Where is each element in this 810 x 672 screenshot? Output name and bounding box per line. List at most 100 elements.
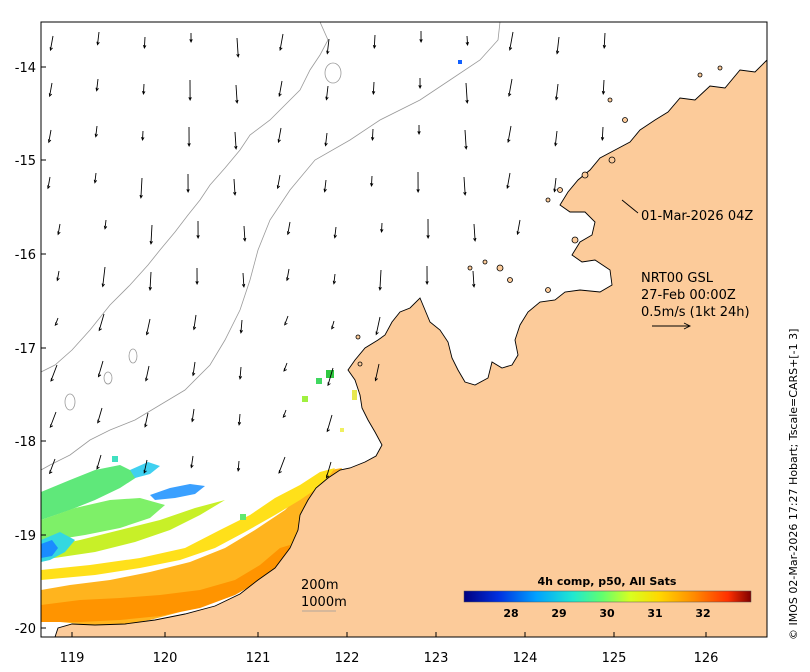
current-arrow [139,177,143,199]
current-arrow [464,129,468,150]
colorbar-ramp [463,590,752,603]
current-arrow [279,33,284,51]
current-arrow [50,364,58,382]
lat-tick-label: -18 [15,435,36,450]
current-arrow [142,83,146,95]
sst-pixel [340,428,344,432]
current-arrow [189,32,193,44]
current-arrow [48,458,56,475]
isobaths [41,22,501,471]
current-arrow [142,36,147,49]
current-arrow [236,460,241,472]
current-arrow [555,83,559,101]
current-arrow [101,266,106,288]
current-arrow [54,317,59,327]
lon-tick-label: 119 [60,651,85,666]
current-arrow [553,177,557,193]
depth-legend-1000m: 1000m [301,595,347,610]
lon-tick-label: 121 [246,651,271,666]
sst-pixel [316,378,322,384]
current-arrow [97,407,103,424]
credit-text: © IMOS 02-Mar-2026 17:27 Hobart; Tscale=… [787,329,800,640]
lon-tick-label: 122 [335,651,360,666]
current-arrow [238,366,243,380]
current-arrow [372,34,377,49]
lon-tick-label: 124 [513,651,538,666]
current-arrows [47,30,607,479]
sst-green-patches [41,465,140,520]
current-arrow [332,273,337,285]
current-arrow [331,320,335,330]
current-arrow [374,363,380,382]
current-arrow [144,412,149,428]
land [54,59,767,637]
current-arrow [234,131,238,150]
plot-area [41,22,767,637]
current-arrow [49,411,57,428]
current-arrow [463,176,467,196]
lat-tick-label: -19 [15,529,36,544]
isobath-island [324,62,342,84]
current-arrow [192,314,197,331]
current-arrow [278,80,283,98]
lat-tick-label: -14 [15,61,36,76]
current-arrow [282,409,287,419]
sst-pixel [352,390,357,400]
current-arrow [191,408,195,423]
sst-orange-core [41,545,290,622]
current-arrow [516,219,521,236]
sst-green-patches-2 [41,498,165,542]
current-arrow [283,362,288,372]
current-arrow [555,36,560,55]
current-arrow [196,220,200,240]
current-arrow [418,77,422,90]
depth-legend-200m: 200m [301,578,338,593]
current-arrow [601,79,606,95]
current-arrow [380,222,384,233]
current-arrow [146,318,151,336]
current-arrow [465,82,469,104]
current-arrow [236,37,240,58]
timestamp-pointer [621,199,639,214]
current-time-label: 27-Feb 00:00Z [641,288,736,303]
current-arrow [141,130,145,141]
lat-tick-label: -17 [15,342,36,357]
current-arrow [48,82,53,98]
colorbar-tick-label: 32 [695,607,710,620]
current-arrow [326,38,330,55]
current-arrow [326,414,333,433]
current-arrow [56,270,60,282]
current-arrow [473,223,477,242]
current-arrow [472,270,476,288]
current-arrow [49,35,54,52]
current-arrow [235,84,239,104]
current-arrow [145,365,150,382]
current-scale-label: 0.5m/s (1kt 24h) [641,305,750,320]
colorbar-ticks: 28 29 30 31 32 [503,607,710,620]
current-arrow [375,316,381,336]
isobath-island [103,371,113,385]
current-arrow [600,126,605,141]
current-arrow [103,219,108,230]
current-arrow [325,85,329,101]
plot-frame [40,21,768,638]
colorbar-tick-label: 29 [551,607,566,620]
colorbar-tick-label: 31 [647,607,662,620]
current-arrow [425,265,429,286]
current-arrow [508,78,513,97]
current-arrow [419,30,423,44]
current-source-label: NRT00 GSL [641,271,714,286]
lon-tick-label: 126 [694,651,719,666]
current-arrow [333,226,337,239]
current-arrow [48,129,52,144]
current-arrow [239,319,243,334]
current-arrow [241,272,246,288]
current-arrow [192,361,196,377]
islands [355,65,723,367]
current-arrow [143,459,148,474]
current-arrow [276,174,281,190]
sst-pixel [458,60,462,64]
current-arrow [57,223,61,236]
current-arrow [186,173,190,194]
